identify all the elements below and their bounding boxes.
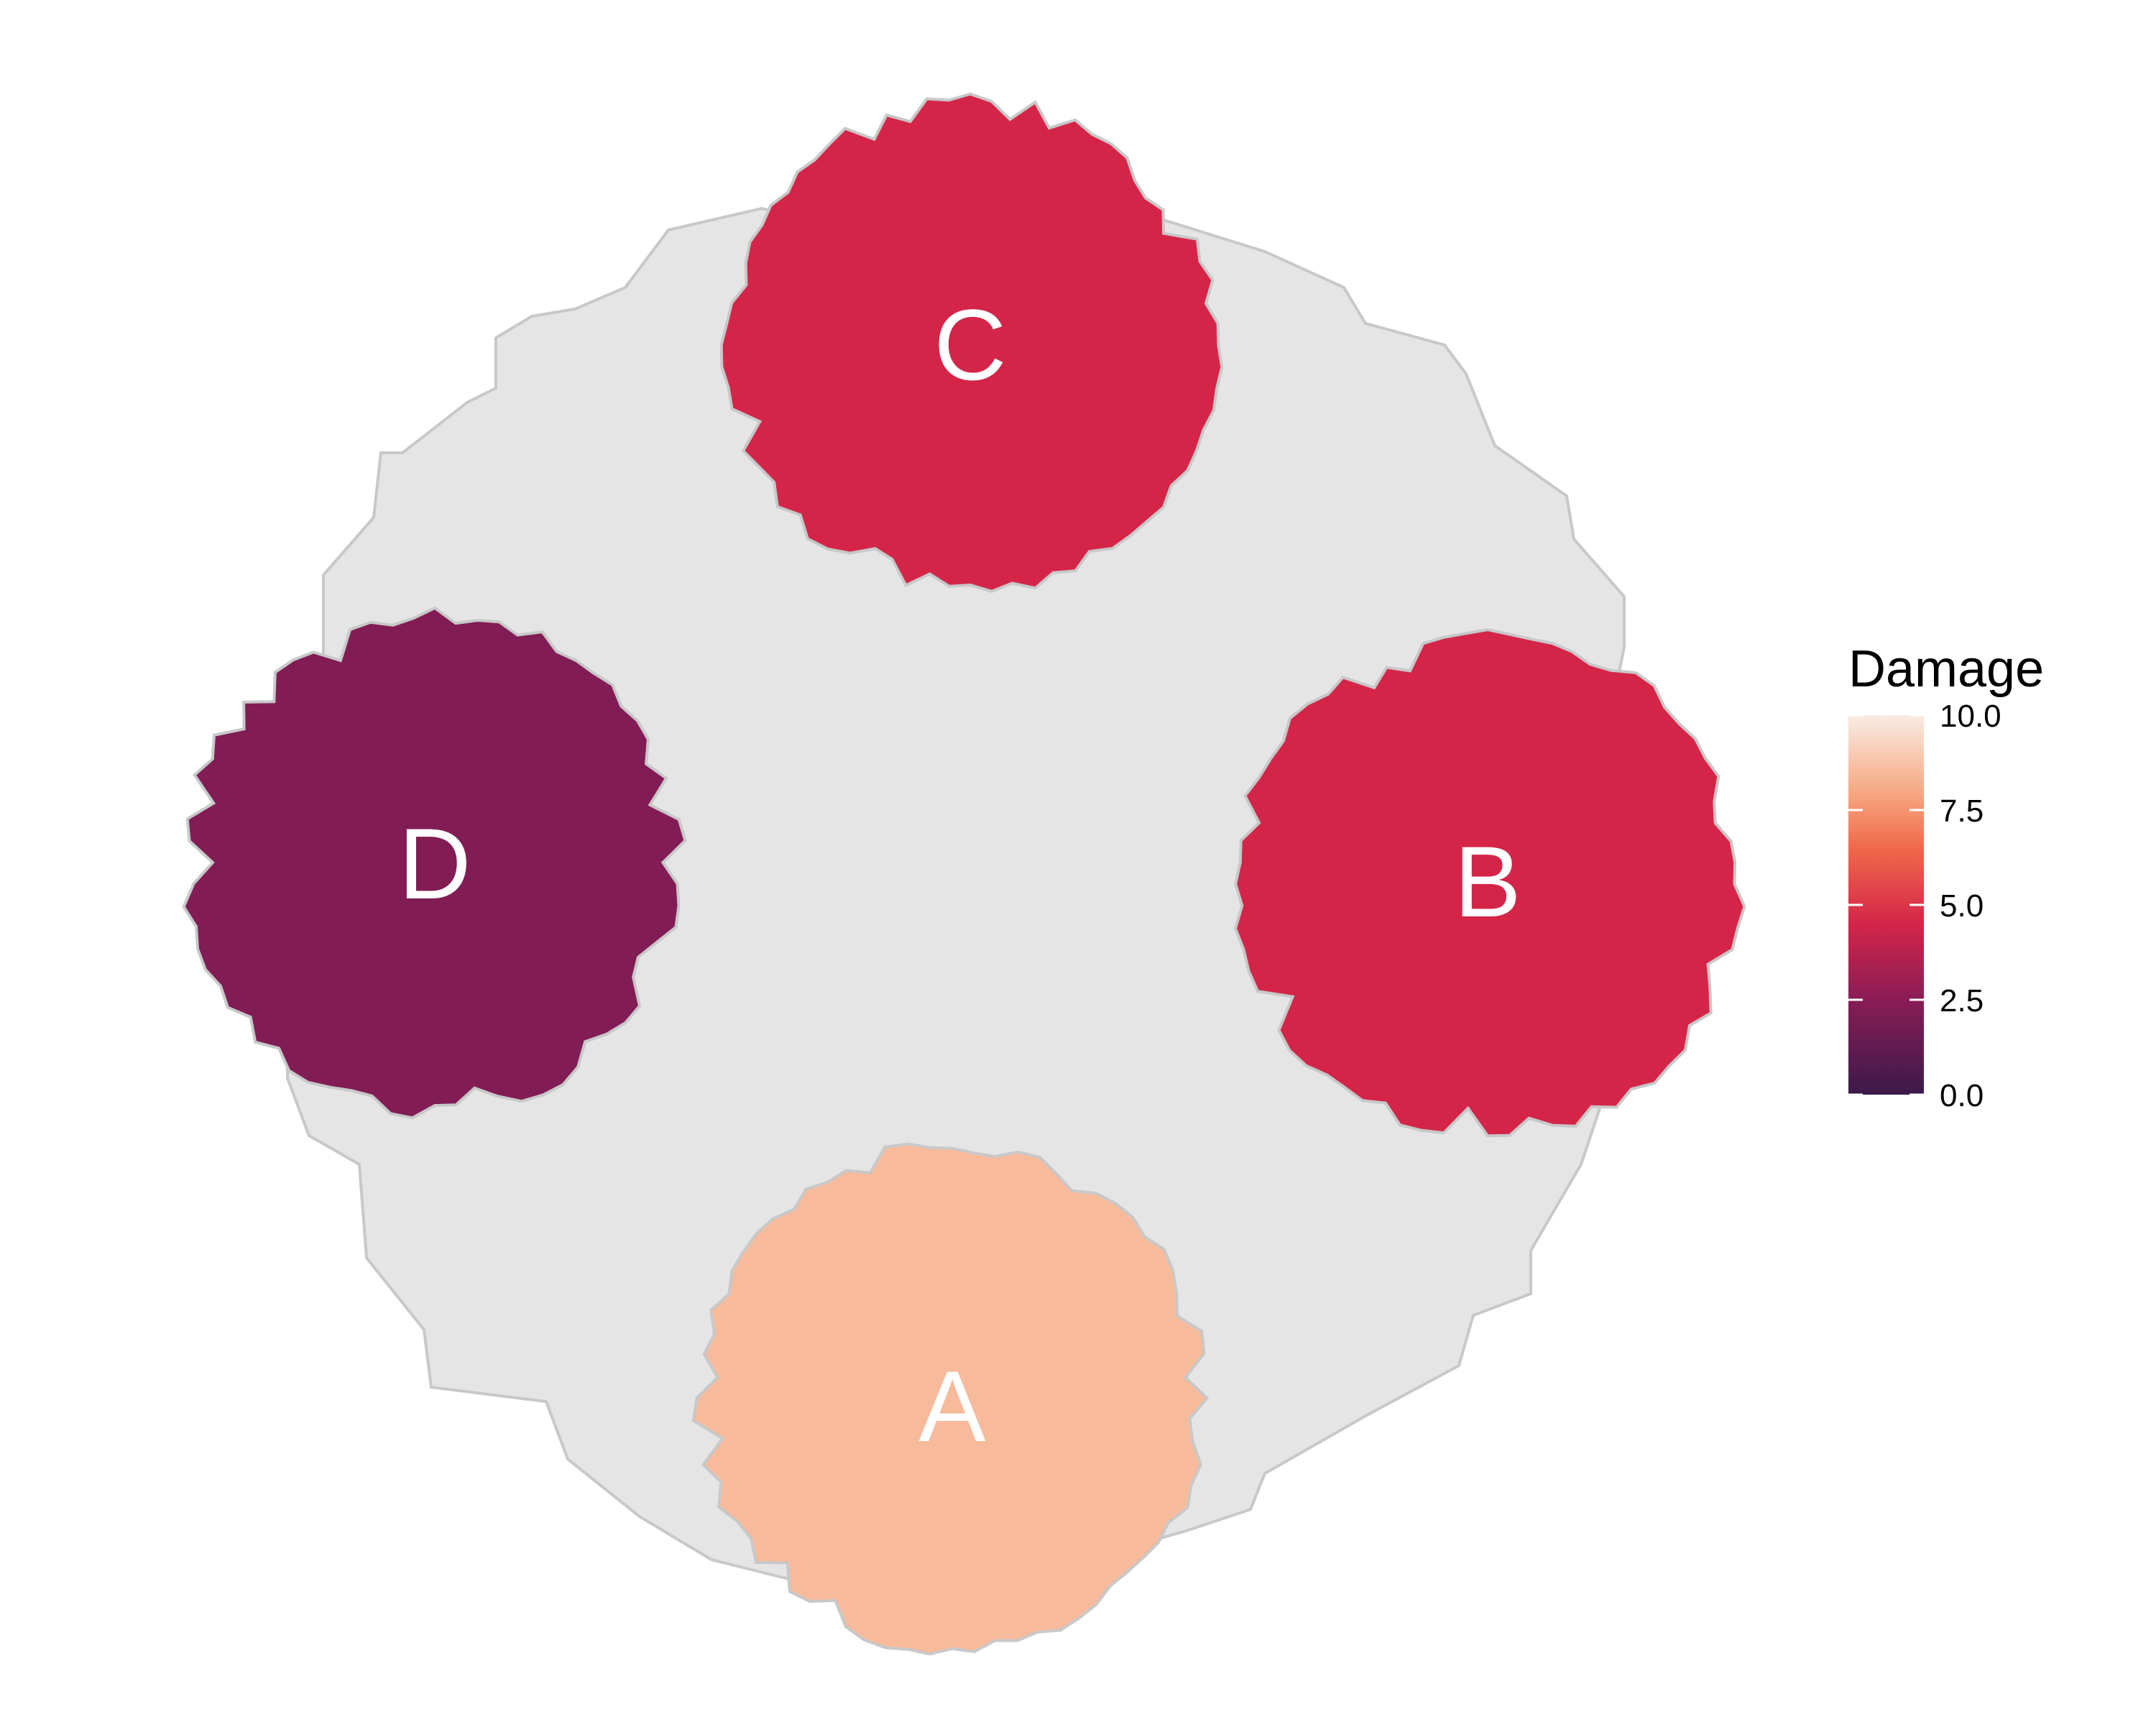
region-label-a: A [918, 1350, 986, 1463]
region-b [1233, 628, 1746, 1138]
region-label-d: D [398, 807, 471, 920]
region-c [719, 92, 1224, 593]
legend-tick-label: 10.0 [1940, 699, 2001, 734]
legend-tick-label: 2.5 [1940, 983, 1984, 1018]
legend-tick-label: 0.0 [1940, 1078, 1984, 1113]
region-label-c: C [934, 288, 1006, 401]
background-region [286, 206, 1626, 1591]
region-a [691, 1142, 1210, 1656]
legend-tick-label: 7.5 [1940, 794, 1984, 829]
legend: Damage 0.0 2.5 5.0 7.5 10.0 [1848, 640, 2044, 1113]
region-label-b: B [1454, 825, 1521, 938]
region-d [182, 606, 687, 1120]
legend-tick-label: 5.0 [1940, 888, 1984, 924]
legend-title: Damage [1848, 640, 2044, 698]
